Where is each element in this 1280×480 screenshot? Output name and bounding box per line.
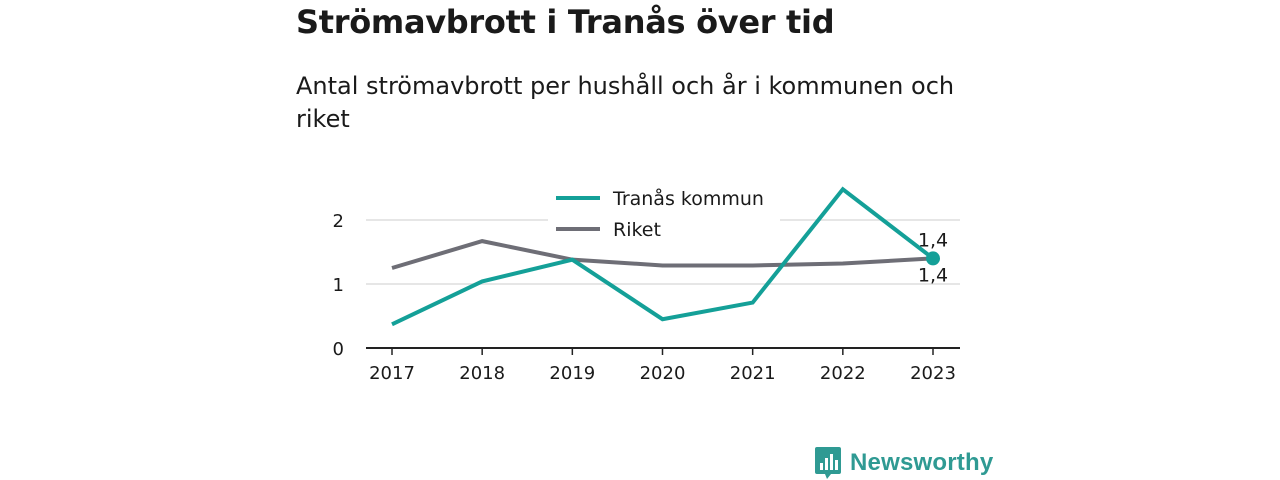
y-tick-label-1: 1 (333, 275, 344, 296)
end-value-label-0: 1,4 (918, 229, 948, 251)
y-tick-label-2: 2 (333, 211, 344, 232)
newsworthy-chart-icon (815, 447, 841, 479)
x-tick-label-2021: 2021 (730, 363, 776, 384)
legend-label-1: Riket (613, 219, 661, 241)
series-layer (391, 186, 940, 327)
x-tick-label-2019: 2019 (549, 363, 595, 384)
brand-name: Newsworthy (850, 449, 994, 476)
x-tick-label-2018: 2018 (459, 363, 505, 384)
chart-card: Strömavbrott i Tranås över tid Antal str… (296, 0, 993, 480)
legend-label-0: Tranås kommun (612, 187, 764, 210)
x-tick-label-2023: 2023 (910, 363, 956, 384)
legend-background (548, 180, 780, 244)
x-tick-label-2017: 2017 (369, 363, 415, 384)
x-axis: 0 1 2 2017 2018 2019 2020 2021 2022 2023 (333, 211, 960, 384)
series-line-0 (391, 186, 935, 327)
chart-title: Strömavbrott i Tranås över tid (296, 3, 835, 41)
series-end-point-0 (926, 251, 940, 266)
line-chart: 0 1 2 2017 2018 2019 2020 2021 2022 2023 Tranås k… (333, 180, 960, 384)
y-tick-label-0: 0 (333, 339, 344, 360)
end-value-label-1: 1,4 (918, 264, 948, 286)
newsworthy-logo: Newsworthy (814, 446, 993, 480)
series-line-1 (391, 239, 934, 270)
legend: Tranås kommun Riket (548, 180, 780, 244)
chart-subtitle: Antal strömavbrott per hushåll och år i … (296, 72, 955, 133)
x-tick-label-2020: 2020 (640, 363, 686, 384)
x-tick-label-2022: 2022 (820, 363, 866, 384)
data-labels: 1,4 1,4 (918, 229, 948, 286)
